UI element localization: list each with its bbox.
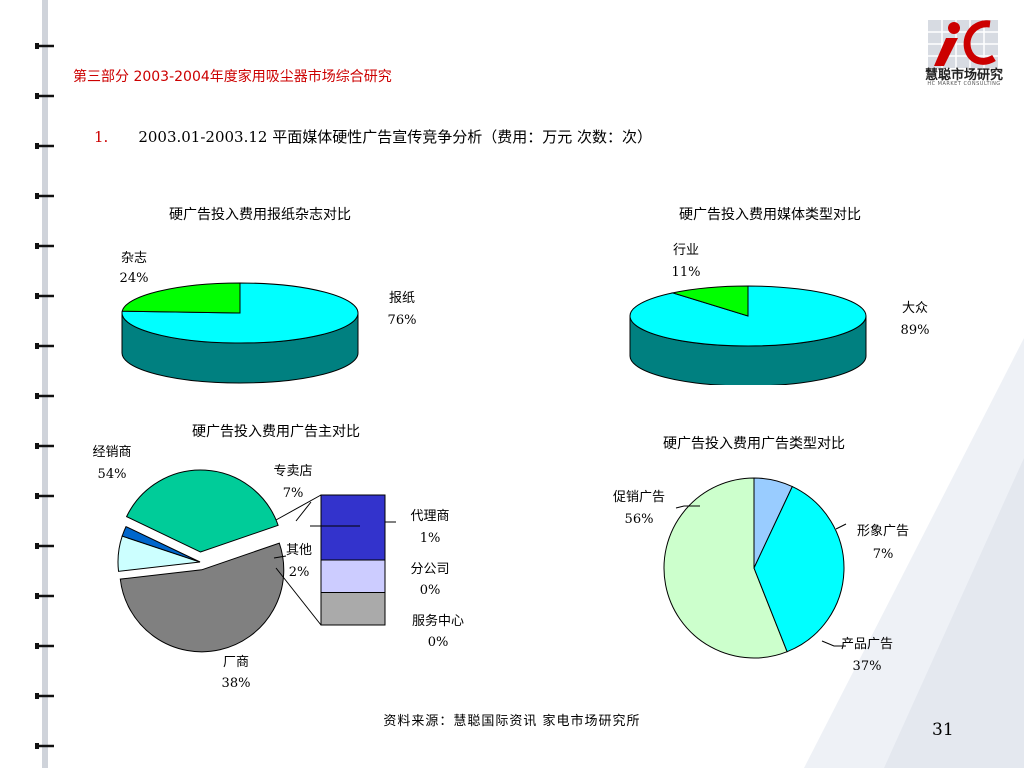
chart-title: 硬广告投入费用广告类型对比	[663, 436, 845, 452]
leader-line	[835, 523, 847, 530]
pie-slice-e7bb8fe99480e59586	[119, 542, 285, 653]
pie-body	[629, 285, 867, 385]
leader-line	[273, 555, 287, 559]
section-title: 第三部分 2003-2004年度家用吸尘器市场综合研究	[73, 69, 392, 85]
rail-tick-head	[35, 43, 39, 49]
rail-tick-head	[35, 193, 39, 199]
subtitle-text: 2003.01-2003.12 平面媒体硬性广告宣传竞争分析（费用：万元 次数：…	[138, 128, 652, 146]
bar-segment-e58886e585ace58fb8	[320, 559, 386, 593]
slice-pct-product: 37%	[853, 659, 882, 674]
page-subtitle: 1. 2003.01-2003.12 平面媒体硬性广告宣传竞争分析（费用：万元 次…	[94, 126, 652, 147]
chart-ad-type: 硬广告投入费用广告类型对比 促销广告 56% 形象广告 7% 产品广告 37%	[613, 436, 909, 674]
pie-slice-e68aa5e7bab8	[121, 282, 359, 344]
slice-label-manufacturer: 厂商	[223, 655, 249, 670]
slice-pct-promo: 56%	[625, 512, 654, 527]
slice-label-magazine: 杂志	[121, 251, 147, 266]
chart-newspaper-magazine: 硬广告投入费用报纸杂志对比 杂志 24% 报纸 76%	[120, 207, 417, 384]
leader-line	[295, 501, 312, 522]
bar-pct-service: 0%	[428, 635, 449, 650]
slice-label-newspaper: 报纸	[389, 291, 415, 306]
bar-segment-e69c8de58aa1e4b8ad	[320, 592, 386, 626]
rail-tick-head	[35, 393, 39, 399]
bar-pct-branch: 0%	[420, 583, 441, 598]
pie-slice-e8a18ce4b89a	[672, 285, 749, 317]
rail-tick-head	[35, 143, 39, 149]
slice-pct-industry: 11%	[672, 265, 701, 280]
slice-pct-dealer: 54%	[98, 467, 127, 482]
rail-tick-head	[35, 243, 39, 249]
slice-label-store: 专卖店	[273, 464, 312, 479]
slice-label-promo: 促销广告	[613, 490, 665, 505]
pie-3d	[629, 285, 867, 385]
slice-label-product: 产品广告	[841, 637, 893, 652]
company-logo	[928, 20, 998, 68]
pie-of-bar	[117, 469, 396, 653]
leader-line	[821, 640, 846, 647]
bar-label-service: 服务中心	[412, 613, 464, 629]
rail-tick-head	[35, 543, 39, 549]
slice-label-image: 形象广告	[857, 524, 909, 539]
slice-pct-magazine: 24%	[120, 271, 149, 286]
connector-line	[275, 567, 322, 626]
subtitle-number: 1.	[94, 128, 109, 146]
left-rail	[0, 0, 56, 768]
rail-tick-head	[35, 593, 39, 599]
pie-slice-e4bf83e99480e5b9bf	[663, 477, 788, 659]
slice-pct-newspaper: 76%	[388, 313, 417, 328]
rail-tick-head	[35, 343, 39, 349]
rail-tick-head	[35, 93, 39, 99]
chart-media-type: 硬广告投入费用媒体类型对比 行业 11% 大众 89%	[629, 207, 930, 385]
bar-label-branch: 分公司	[410, 562, 449, 577]
leader-line	[675, 505, 700, 509]
bar-label-agent: 代理商	[410, 509, 449, 524]
slice-pct-store: 7%	[283, 486, 304, 501]
chart-title: 硬广告投入费用媒体类型对比	[679, 207, 861, 223]
slice-label-other: 其他	[286, 543, 312, 558]
pie-flat	[663, 477, 847, 659]
pie-3d	[121, 282, 359, 384]
slice-pct-other: 2%	[289, 565, 310, 580]
slice-label-mass: 大众	[902, 301, 928, 316]
bar-pct-agent: 1%	[420, 531, 441, 546]
slice-label-industry: 行业	[673, 243, 699, 258]
bar-segment-e4bba3e79086e59586	[320, 494, 386, 561]
slice-pct-image: 7%	[873, 547, 894, 562]
connector-line	[275, 494, 322, 521]
slice-pct-manufacturer: 38%	[222, 676, 251, 688]
background-decoration	[804, 338, 1024, 768]
chart-title: 硬广告投入费用广告主对比	[192, 424, 360, 440]
rail-tick-head	[35, 643, 39, 649]
rail-ticks	[35, 43, 54, 749]
logo-text: 慧聪市场研究	[924, 68, 1003, 83]
source-note: 资料来源：慧聪国际资讯 家电市场研究所	[383, 714, 641, 729]
rail-tick-head	[35, 693, 39, 699]
rail-tick-head	[35, 743, 39, 749]
slice-label-dealer: 经销商	[92, 445, 131, 460]
pie-body	[121, 282, 359, 384]
page-number: 31	[932, 720, 954, 740]
pie-slice-e69d82e5bf97	[121, 282, 241, 314]
rail-line	[42, 0, 48, 768]
pie-slice-e585b6e4bb96	[121, 525, 201, 563]
rail-tick-head	[35, 443, 39, 449]
chart-title: 硬广告投入费用报纸杂志对比	[169, 207, 351, 223]
slice-pct-mass: 89%	[901, 323, 930, 338]
rail-tick-head	[35, 293, 39, 299]
pie-slice-e4baa7e59381e5b9bf	[753, 485, 845, 653]
pie-slice-e58e82e59586	[125, 469, 279, 553]
rail-tick-head	[35, 493, 39, 499]
chart-advertiser: 硬广告投入费用广告主对比 经销商 54% 专卖店 7% 其他 2% 厂商 38%…	[92, 424, 464, 688]
logo-subtext: HC MARKET CONSULTING	[927, 81, 1001, 87]
